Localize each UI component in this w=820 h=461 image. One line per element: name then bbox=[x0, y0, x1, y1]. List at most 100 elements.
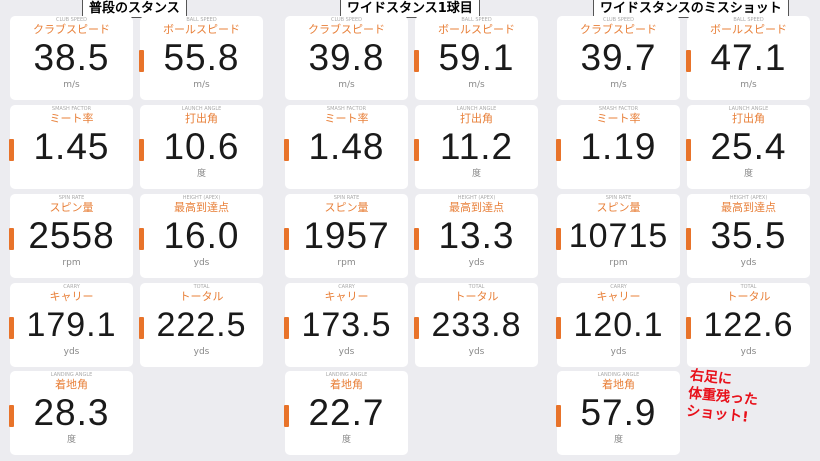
metric-unit: 度 bbox=[613, 435, 623, 445]
metric-value: 59.1 bbox=[438, 37, 515, 78]
metric-card: CARRY キャリー 179.1 yds bbox=[9, 283, 133, 367]
marker-tab bbox=[139, 317, 144, 339]
metric-value: 35.5 bbox=[710, 215, 787, 256]
metric-en-label: BALL SPEED bbox=[186, 17, 217, 23]
metric-en-label: SMASH FACTOR bbox=[598, 106, 639, 112]
metric-unit: 度 bbox=[471, 169, 481, 179]
panel-title: 普段のスタンス bbox=[82, 0, 187, 18]
metric-label: 着地角 bbox=[602, 378, 635, 391]
marker-tab bbox=[556, 139, 561, 161]
metric-unit: m/s bbox=[338, 80, 355, 90]
metric-value: 2558 bbox=[28, 215, 115, 256]
metric-unit: m/s bbox=[193, 80, 210, 90]
metric-label: 打出角 bbox=[460, 112, 493, 125]
metric-en-label: SMASH FACTOR bbox=[326, 106, 367, 112]
marker-tab bbox=[9, 405, 14, 427]
metric-card: HEIGHT (APEX) 最高到達点 13.3 yds bbox=[414, 194, 538, 278]
metric-unit: yds bbox=[193, 347, 210, 357]
metric-card: SMASH FACTOR ミート率 1.48 bbox=[284, 105, 408, 189]
metric-value: 122.6 bbox=[703, 306, 794, 344]
metric-en-label: SMASH FACTOR bbox=[51, 106, 92, 112]
metric-value: 222.5 bbox=[156, 306, 247, 344]
metric-label: ミート率 bbox=[324, 112, 369, 125]
metric-en-label: CLUB SPEED bbox=[55, 17, 88, 23]
metric-value: 10.6 bbox=[163, 126, 240, 167]
metric-unit: rpm bbox=[609, 258, 628, 268]
stats-panel: ワイドスタンスのミスショット CLUB SPEED クラブスピード 39.7 m/s BA… bbox=[556, 0, 819, 461]
metric-en-label: LANDING ANGLE bbox=[597, 372, 640, 378]
metric-en-label: TOTAL bbox=[740, 284, 757, 290]
metric-label: ボールスピード bbox=[710, 23, 787, 36]
marker-tab bbox=[556, 405, 561, 427]
marker-tab bbox=[414, 50, 419, 72]
metric-en-label: TOTAL bbox=[468, 284, 485, 290]
marker-tab bbox=[9, 139, 14, 161]
metric-en-label: LAUNCH ANGLE bbox=[728, 106, 769, 112]
metric-value: 16.0 bbox=[163, 215, 240, 256]
metric-en-label: BALL SPEED bbox=[733, 17, 764, 23]
metric-value: 173.5 bbox=[301, 306, 392, 344]
metric-label: 最高到達点 bbox=[721, 201, 776, 214]
metric-label: クラブスピード bbox=[33, 23, 110, 36]
metric-card: HEIGHT (APEX) 最高到達点 35.5 yds bbox=[686, 194, 810, 278]
metric-value: 55.8 bbox=[163, 37, 240, 78]
marker-tab bbox=[414, 139, 419, 161]
metric-card: SMASH FACTOR ミート率 1.19 bbox=[556, 105, 680, 189]
metric-label: キャリー bbox=[324, 290, 369, 303]
metric-card: CLUB SPEED クラブスピード 39.7 m/s bbox=[557, 16, 680, 100]
metric-value: 10715 bbox=[568, 217, 669, 255]
metric-card: SPIN RATE スピン量 2558 rpm bbox=[9, 194, 133, 278]
metric-unit: yds bbox=[63, 347, 80, 357]
metric-value: 28.3 bbox=[33, 392, 110, 433]
metric-value: 13.3 bbox=[438, 215, 515, 256]
metric-label: ミート率 bbox=[49, 112, 94, 125]
metric-value: 47.1 bbox=[710, 37, 787, 78]
metric-label: トータル bbox=[179, 290, 224, 303]
metric-en-label: CLUB SPEED bbox=[330, 17, 363, 23]
marker-tab bbox=[9, 317, 14, 339]
metric-label: クラブスピード bbox=[308, 23, 385, 36]
metric-unit: yds bbox=[740, 258, 757, 268]
metric-card: HEIGHT (APEX) 最高到達点 16.0 yds bbox=[139, 194, 263, 278]
marker-tab bbox=[414, 228, 419, 250]
metric-unit: yds bbox=[193, 258, 210, 268]
marker-tab bbox=[284, 405, 289, 427]
metric-unit: 度 bbox=[743, 169, 753, 179]
metric-en-label: CLUB SPEED bbox=[602, 17, 635, 23]
metric-card: TOTAL トータル 233.8 yds bbox=[414, 283, 538, 367]
stats-panel: ワイドスタンス1球目 CLUB SPEED クラブスピード 39.8 m/s BALL S… bbox=[284, 0, 547, 461]
metric-value: 1957 bbox=[303, 215, 390, 256]
metric-label: クラブスピード bbox=[580, 23, 657, 36]
metric-value: 38.5 bbox=[33, 37, 110, 78]
metric-label: 打出角 bbox=[732, 112, 765, 125]
metric-label: スピン量 bbox=[324, 201, 369, 214]
metric-value: 57.9 bbox=[580, 392, 657, 433]
metric-label: スピン量 bbox=[49, 201, 94, 214]
metric-label: キャリー bbox=[596, 290, 641, 303]
marker-tab bbox=[686, 228, 691, 250]
metric-unit: yds bbox=[740, 347, 757, 357]
metric-en-label: LANDING ANGLE bbox=[50, 372, 93, 378]
metric-card: CARRY キャリー 173.5 yds bbox=[284, 283, 408, 367]
metric-unit: m/s bbox=[740, 80, 757, 90]
metric-card: TOTAL トータル 122.6 yds bbox=[686, 283, 810, 367]
metric-value: 39.8 bbox=[308, 37, 385, 78]
marker-tab bbox=[9, 228, 14, 250]
metric-en-label: BALL SPEED bbox=[461, 17, 492, 23]
metric-value: 120.1 bbox=[573, 306, 664, 344]
metric-value: 22.7 bbox=[308, 392, 385, 433]
metric-value: 1.19 bbox=[580, 126, 657, 167]
metric-card: SPIN RATE スピン量 10715 rpm bbox=[556, 194, 680, 278]
metric-card: LANDING ANGLE 着地角 57.9 度 bbox=[556, 371, 680, 455]
marker-tab bbox=[139, 228, 144, 250]
metric-en-label: HEIGHT (APEX) bbox=[729, 195, 768, 201]
metric-en-label: LAUNCH ANGLE bbox=[456, 106, 497, 112]
metric-unit: 度 bbox=[196, 169, 206, 179]
metric-label: ミート率 bbox=[596, 112, 641, 125]
metric-en-label: SPIN RATE bbox=[333, 195, 360, 201]
marker-tab bbox=[686, 139, 691, 161]
marker-tab bbox=[139, 50, 144, 72]
metric-card: LAUNCH ANGLE 打出角 11.2 度 bbox=[414, 105, 538, 189]
metric-en-label: TOTAL bbox=[193, 284, 210, 290]
metric-card: CLUB SPEED クラブスピード 39.8 m/s bbox=[285, 16, 408, 100]
